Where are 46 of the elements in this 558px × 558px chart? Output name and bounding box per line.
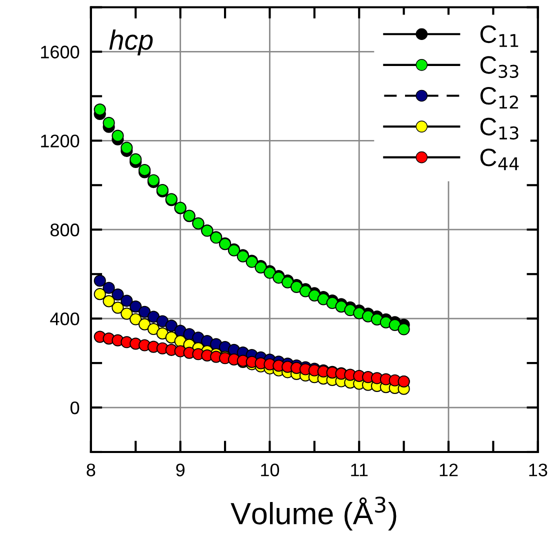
point <box>398 323 410 336</box>
y-tick-label: 400 <box>50 312 80 326</box>
point <box>138 318 151 330</box>
point <box>112 302 124 314</box>
point <box>94 104 106 116</box>
legend-label: C$_{44}$ <box>480 148 519 170</box>
point <box>130 153 142 166</box>
y-tick-label: 1200 <box>41 134 80 148</box>
annotation: hcp <box>109 29 153 56</box>
point <box>112 130 124 142</box>
point <box>156 327 169 340</box>
point <box>326 296 338 310</box>
point <box>120 294 133 307</box>
point <box>317 293 330 306</box>
point <box>120 308 133 320</box>
y-tick-label: 0 <box>70 401 80 414</box>
point <box>102 295 115 308</box>
point <box>102 282 115 294</box>
x-axis-title: Volume (Å$^{3}$) <box>230 496 396 530</box>
x-tick-label: 11 <box>351 464 368 476</box>
x-tick-label: 13 <box>529 464 548 476</box>
point <box>94 288 106 300</box>
point <box>388 318 401 332</box>
legend-label: C$_{13}$ <box>480 118 518 140</box>
point <box>147 310 160 323</box>
point <box>94 274 106 287</box>
y-tick-label: 1600 <box>41 46 80 58</box>
point <box>112 288 124 301</box>
x-tick-label: 10 <box>261 464 280 476</box>
x-tick-label: 8 <box>86 464 96 476</box>
x-tick-label: 9 <box>176 464 185 476</box>
point <box>130 300 142 313</box>
point <box>130 313 142 326</box>
point <box>120 142 133 154</box>
point <box>147 322 160 336</box>
legend-label: C$_{12}$ <box>480 86 518 109</box>
legend-label: C$_{33}$ <box>480 56 518 78</box>
x-tick-label: 12 <box>440 464 458 476</box>
y-tick-label: 800 <box>50 224 80 236</box>
point <box>165 320 178 332</box>
point <box>102 116 115 129</box>
point <box>165 331 178 344</box>
point <box>138 164 151 176</box>
point <box>156 315 169 328</box>
legend-label: C$_{11}$ <box>480 25 518 47</box>
point <box>138 306 151 318</box>
